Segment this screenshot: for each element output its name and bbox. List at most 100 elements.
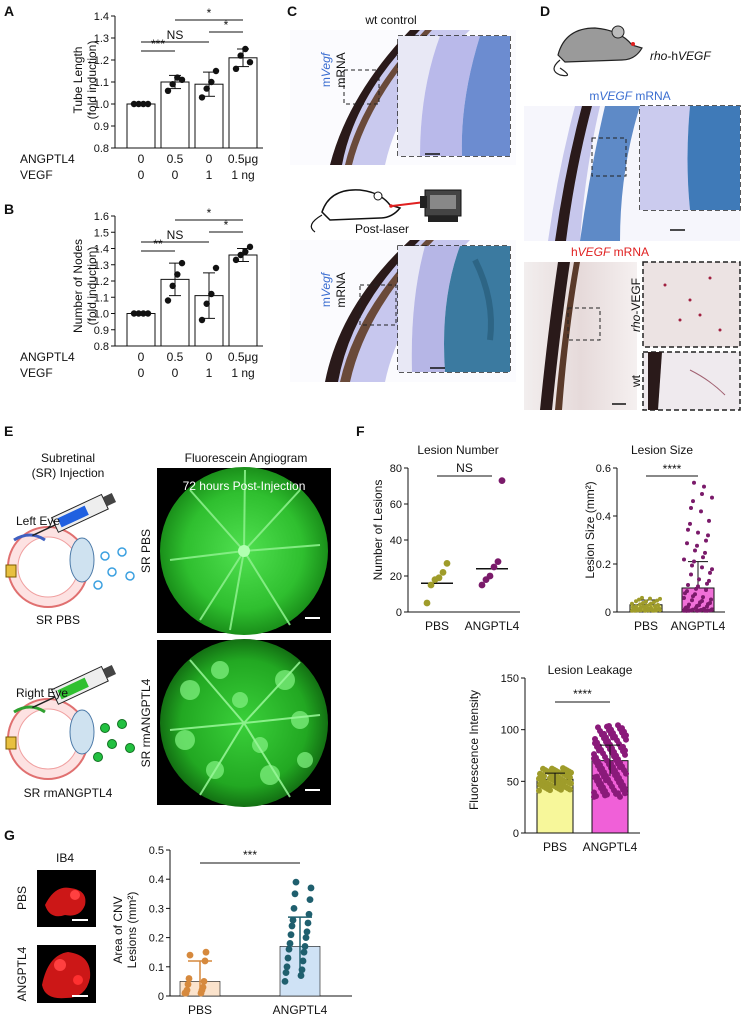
f-num-point	[439, 569, 447, 576]
panel-f-leak-ylabel: Fluorescence Intensity	[467, 690, 481, 810]
chartB-y-tick-label: 1.0	[94, 309, 109, 321]
f-size-point	[696, 584, 700, 589]
f-leak-point	[591, 751, 597, 758]
chartB-y-tick-label: 0.9	[94, 325, 109, 337]
g-point	[185, 975, 193, 982]
f-size-point	[698, 608, 702, 613]
f-size-point	[693, 592, 697, 597]
g-point	[282, 969, 290, 977]
f-num-point	[498, 477, 506, 484]
f-num-point	[443, 560, 451, 567]
left-eye-illustration	[5, 492, 135, 608]
g-point	[186, 951, 194, 959]
f-size-point	[710, 495, 714, 500]
chartA-point	[140, 100, 147, 108]
f-size-point	[648, 596, 652, 601]
f-size-point	[707, 518, 711, 523]
chartA-row1-value: 0	[138, 152, 145, 166]
panel-f: F Lesion Number Number of Lesions 0 20 40 6…	[356, 423, 726, 854]
chartB-point	[246, 243, 254, 251]
f-size-point	[648, 602, 652, 607]
micrograph-hvegf	[524, 261, 741, 411]
f-size-point	[692, 559, 696, 564]
f-size-point	[703, 550, 707, 555]
panel-g-ib4-label: IB4	[56, 851, 74, 865]
f-size-point	[653, 607, 657, 612]
chartB-point	[208, 290, 215, 298]
f-leak-point	[592, 735, 598, 742]
chartA-sig-label: *	[224, 18, 229, 32]
f-size-y-tick-label: 0.6	[596, 463, 611, 475]
panel-f-leak-title: Lesion Leakage	[548, 663, 633, 677]
f-num-point	[478, 581, 486, 589]
f-leak-point	[560, 765, 566, 772]
chartA-bar	[126, 103, 156, 149]
g-point	[184, 980, 192, 988]
f-size-point	[705, 581, 709, 586]
panel-a-ylabel-2: (fold induction)	[85, 41, 99, 120]
chartB-bar	[228, 254, 258, 347]
f-leak-sig-label: ****	[573, 687, 592, 701]
g-point	[286, 940, 294, 947]
f-leak-point	[537, 781, 543, 788]
f-size-y-tick-label: 0.4	[596, 511, 611, 523]
f-size-point	[638, 602, 642, 607]
f-num-point	[494, 558, 502, 565]
chartA-bar	[160, 81, 190, 149]
f-size-point	[638, 606, 642, 611]
f-size-point	[707, 578, 711, 583]
panel-c-bottom-mrna-label-2: mRNA	[334, 272, 348, 307]
chartA-row2-value: 1 ng	[231, 168, 254, 182]
chartB-y-tick-label: 1.3	[94, 260, 109, 272]
f-size-point	[701, 607, 705, 612]
g-x-label: PBS	[188, 1003, 212, 1017]
panel-f-leak-chart: 0 50 100 150 PBS ANGPTL4 ****	[501, 673, 640, 854]
f-num-point	[490, 563, 498, 571]
f-leak-y-tick-label: 0	[513, 828, 519, 840]
f-num-point	[423, 599, 431, 607]
g-point	[183, 986, 191, 994]
chartB-row1-value: 0.5μg	[228, 350, 258, 364]
f-leak-point	[566, 779, 572, 786]
panel-e-side-pbs: SR PBS	[139, 529, 153, 573]
ib4-image-angptl4	[37, 945, 96, 1003]
chartA-y-tick-label: 0.9	[94, 121, 109, 133]
panel-c: C wt control mVegf mRNA	[287, 3, 516, 382]
panel-e-inj-title-1: Subretinal	[41, 451, 95, 465]
g-y-tick-label: 0	[158, 991, 164, 1003]
chartA-point	[242, 45, 249, 53]
panel-e-inj-title-2: (SR) Injection	[32, 466, 105, 480]
chartA-point	[169, 81, 176, 88]
f-size-point	[701, 595, 705, 600]
f-size-point	[705, 608, 709, 613]
chartA-row1-value: 0	[206, 152, 213, 166]
panel-g-letter: G	[4, 827, 15, 843]
f-size-point	[657, 606, 661, 611]
f-size-point	[690, 608, 694, 613]
panel-f-letter: F	[356, 423, 365, 439]
g-point	[300, 948, 308, 956]
panel-d-side-label-1: rho-VEGF	[629, 278, 643, 332]
f-size-point	[689, 506, 693, 511]
g-point	[291, 890, 299, 898]
f-size-point	[690, 563, 694, 568]
f-size-point	[682, 557, 686, 562]
f-size-point	[701, 555, 705, 560]
f-size-point	[692, 480, 696, 485]
chartA-y-tick-label: 0.8	[94, 143, 109, 155]
chartB-point	[174, 271, 181, 278]
panel-d-mouse-label: rho-hVEGF	[650, 49, 711, 63]
f-size-point	[708, 600, 712, 605]
micrograph-mvegf	[524, 105, 741, 241]
f-leak-point	[537, 770, 543, 777]
chartB-row1-value: 0	[206, 350, 213, 364]
chartA-point	[198, 94, 206, 101]
g-y-tick-label: 0.4	[149, 874, 164, 886]
f-size-point	[704, 538, 708, 543]
f-num-point	[427, 581, 435, 589]
chartB-point	[203, 300, 210, 307]
f-size-point	[709, 597, 713, 602]
panel-f-num-ylabel: Number of Lesions	[371, 480, 385, 581]
g-sig-label: ***	[243, 848, 257, 862]
